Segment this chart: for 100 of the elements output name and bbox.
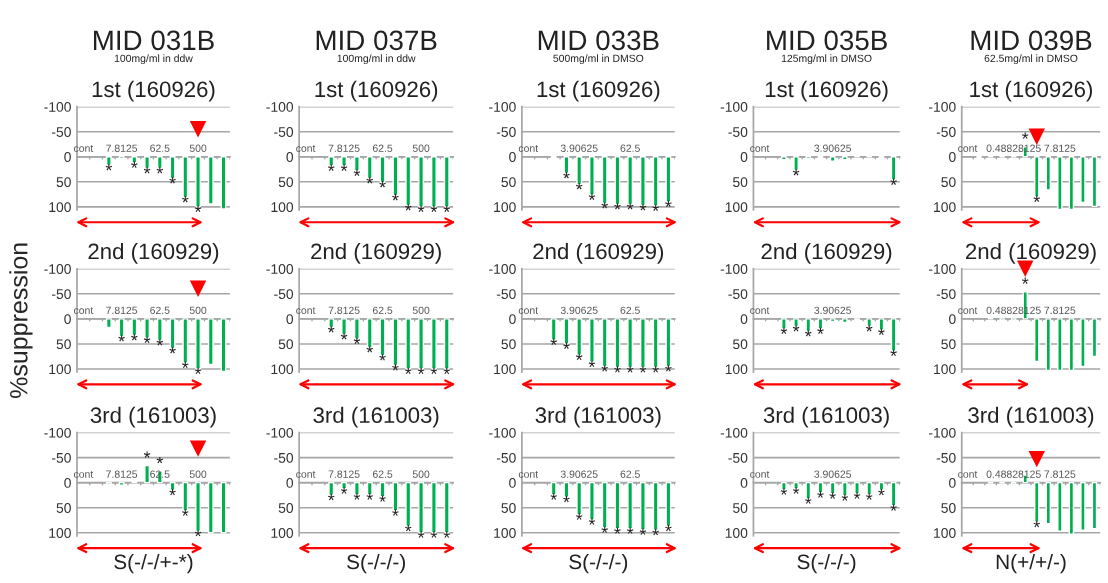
data-label: *	[805, 330, 812, 337]
y-tick-label: -100	[489, 102, 516, 112]
chart-title: 3rd (161003)	[313, 406, 439, 428]
data-label: *	[143, 167, 151, 174]
bar	[144, 464, 151, 484]
y-tick-label: -50	[274, 127, 294, 137]
x-tick-label: cont	[296, 145, 316, 152]
y-tick-label: -100	[929, 264, 956, 274]
text: MID 031B	[93, 30, 214, 51]
data-label: *	[169, 488, 176, 496]
y-tick-label: -50	[936, 452, 956, 463]
y-tick-label: 50	[56, 177, 71, 187]
data-label: *	[626, 203, 634, 210]
data-label: *	[417, 367, 425, 375]
data-label: *	[143, 451, 151, 458]
x-tick-label: 62.5	[620, 144, 640, 152]
x-tick-label: 3.90625	[560, 144, 598, 152]
x-tick-label: 7.8125	[328, 144, 360, 152]
data-label: *	[131, 161, 138, 168]
x-tick-label: cont	[958, 471, 978, 478]
bar	[1068, 156, 1075, 210]
y-tick-label: 50	[501, 339, 516, 350]
data-label: *	[430, 367, 438, 375]
bar	[156, 156, 163, 169]
y-tick-label: 50	[941, 503, 956, 513]
y-tick-label: -100	[929, 427, 956, 438]
y-tick-label: 50	[501, 177, 516, 187]
bar	[1034, 481, 1040, 523]
text: 500mg/ml in DMSO	[553, 54, 644, 65]
text: MID 033B	[538, 30, 659, 51]
text: N(+/+/-)	[996, 553, 1066, 574]
chart-title: 3rd (161003)	[90, 406, 216, 428]
bar	[1091, 318, 1098, 358]
bar	[1091, 481, 1098, 530]
data-label: *	[805, 497, 812, 504]
x-tick-label: cont	[296, 471, 316, 478]
y-tick-label: -50	[52, 127, 71, 137]
y-tick-label: 100	[494, 364, 516, 375]
y-tick-label: -100	[489, 427, 516, 438]
data-label: *	[353, 337, 361, 344]
bar	[1045, 156, 1052, 191]
y-tick-label: 100	[725, 202, 748, 213]
y-tick-label: 100	[271, 364, 294, 375]
x-tick-label: cont	[73, 471, 94, 478]
chart-title: 3rd (161003)	[763, 406, 889, 428]
y-tick-label: -50	[274, 289, 294, 299]
bar	[1080, 156, 1086, 204]
y-tick-label: -50	[52, 452, 71, 463]
data-label: *	[340, 487, 348, 494]
data-label: *	[780, 488, 788, 495]
bar	[144, 156, 151, 169]
chart-title: 2nd (160929)	[88, 242, 219, 264]
y-tick-label: -50	[728, 289, 748, 299]
data-label: *	[405, 204, 412, 211]
data-label: *	[417, 205, 425, 212]
y-tick-label: 50	[278, 177, 294, 187]
y-tick-label: 100	[271, 528, 294, 538]
y-tick-label: 50	[941, 177, 956, 187]
x-tick-label: 0.48828125	[986, 470, 1041, 478]
data-label: *	[614, 366, 621, 373]
data-label: *	[601, 365, 608, 372]
bar	[1080, 481, 1086, 531]
y-tick-label: 0	[64, 314, 71, 325]
data-label: *	[392, 509, 399, 516]
data-label: *	[366, 346, 373, 353]
bar	[195, 481, 201, 532]
data-label: *	[1033, 195, 1040, 202]
chart-title: 1st (160926)	[92, 80, 215, 102]
y-tick-label: 100	[494, 202, 516, 213]
data-label: *	[366, 177, 373, 184]
data-label: *	[588, 360, 596, 368]
bar	[1045, 318, 1052, 372]
x-tick-label: 7.8125	[1044, 306, 1076, 315]
y-tick-label: 0	[286, 314, 294, 325]
y-tick-label: 100	[271, 202, 294, 213]
text: S(-/-/+-*)	[114, 553, 193, 574]
data-label: *	[353, 169, 361, 176]
chart-title: 2nd (160929)	[966, 242, 1096, 264]
data-label: *	[639, 204, 647, 211]
data-label: *	[792, 325, 800, 332]
y-tick-label: -50	[728, 127, 748, 137]
y-tick-label: 0	[740, 152, 748, 162]
data-label: *	[430, 531, 438, 538]
bar	[1080, 318, 1086, 368]
y-tick-label: 100	[725, 364, 748, 375]
data-label: *	[652, 529, 659, 536]
y-tick-label: 50	[56, 503, 71, 513]
y-tick-label: -50	[936, 127, 956, 137]
chart-title: 3rd (161003)	[968, 406, 1094, 428]
x-tick-label: 62.5	[150, 306, 170, 315]
bar	[829, 156, 836, 162]
data-label: *	[563, 172, 570, 179]
y-tick-label: -100	[720, 102, 748, 112]
y-tick-label: 0	[286, 478, 294, 488]
y-tick-label: 50	[941, 339, 956, 350]
data-label: *	[328, 493, 335, 501]
data-label: *	[588, 193, 596, 200]
x-tick-label: 62.5	[372, 470, 393, 478]
data-label: *	[392, 194, 399, 201]
bar	[665, 481, 672, 527]
